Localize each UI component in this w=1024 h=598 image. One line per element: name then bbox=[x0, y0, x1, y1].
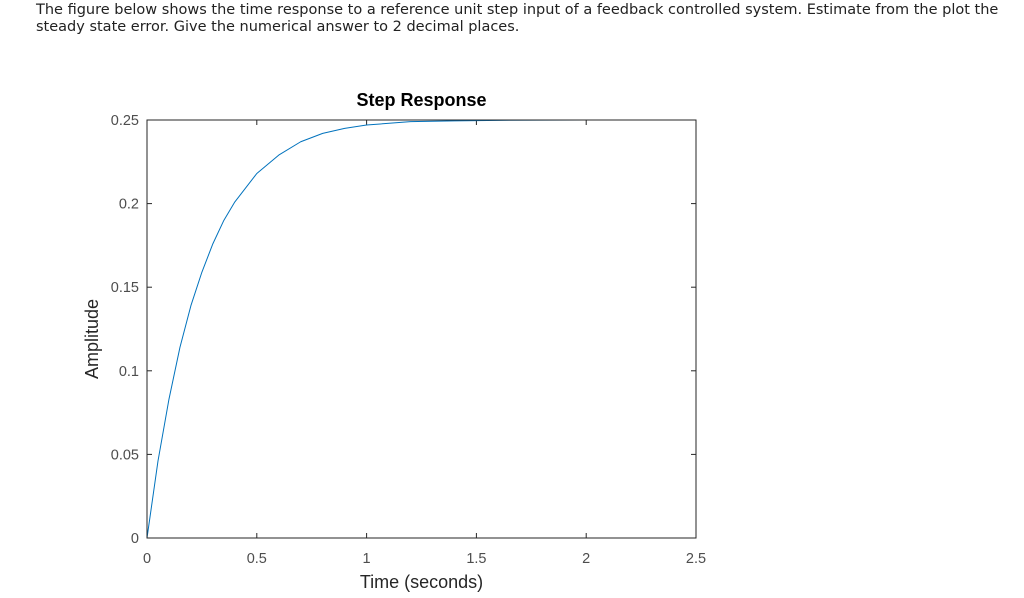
y-tick-label: 0.1 bbox=[119, 364, 139, 380]
x-tick-label: 1 bbox=[363, 551, 371, 567]
x-tick-label: 0.5 bbox=[247, 551, 267, 567]
y-axis-label: Amplitude bbox=[82, 299, 102, 379]
plot-frame bbox=[146, 119, 697, 539]
tick-labels: 0 0.5 1 1.5 2 2.5 0 0.05 0.1 0.15 0.2 0.25 bbox=[111, 113, 706, 567]
x-tick-label: 2 bbox=[582, 551, 590, 567]
x-tick-label: 2.5 bbox=[686, 551, 706, 567]
question-text: The figure below shows the time response… bbox=[36, 2, 999, 35]
y-tick-label: 0 bbox=[131, 531, 139, 547]
plot-area bbox=[147, 120, 696, 538]
chart-title: Step Response bbox=[356, 90, 486, 110]
x-tick-label: 0 bbox=[143, 551, 151, 567]
y-tick-label: 0.05 bbox=[111, 447, 139, 463]
x-axis-label: Time (seconds) bbox=[360, 572, 483, 592]
x-tick-label: 1.5 bbox=[466, 551, 486, 567]
y-tick-label: 0.15 bbox=[111, 280, 139, 296]
y-tick-label: 0.2 bbox=[119, 197, 139, 213]
y-tick-label: 0.25 bbox=[111, 113, 139, 129]
